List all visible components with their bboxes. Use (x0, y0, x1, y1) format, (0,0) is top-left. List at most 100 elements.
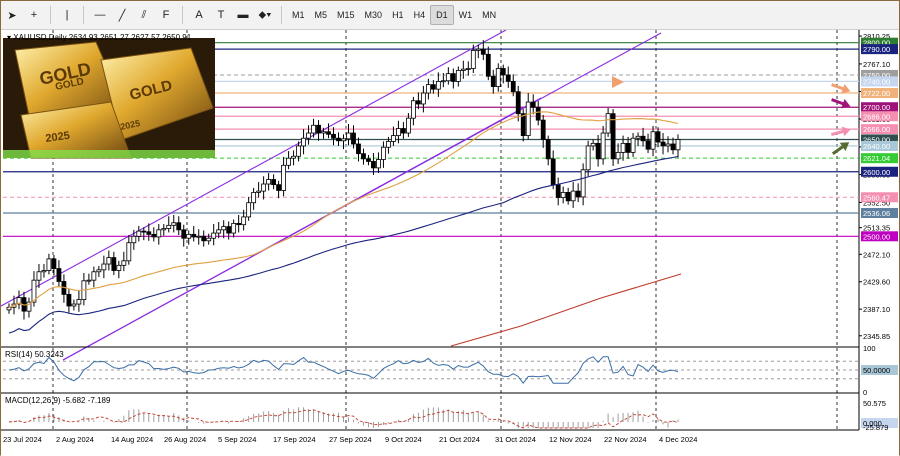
level-price-tag-label: 2722.00 (863, 89, 890, 98)
candle-body (196, 235, 202, 238)
vertical-line-tool-button[interactable]: | (56, 4, 78, 26)
level-price-tag[interactable] (861, 69, 898, 80)
rsi-label: RSI(14) 50.3243 (5, 350, 64, 359)
candle-body (371, 161, 376, 169)
crosshair-tool-button[interactable]: + (23, 4, 45, 26)
candles (6, 40, 681, 320)
timeframe-w1-button[interactable]: W1 (458, 10, 473, 20)
timeframe-m5-button[interactable]: M5 (314, 10, 328, 20)
date-label: 26 Aug 2024 (164, 435, 206, 444)
level-price-tag[interactable] (861, 140, 898, 151)
candle-body (221, 226, 227, 231)
crosshair-icon: + (30, 9, 38, 21)
candle-body (460, 68, 466, 71)
timeframe-h4-button[interactable]: H4 (413, 10, 426, 20)
date-label: 5 Sep 2024 (218, 435, 256, 444)
date-label: 31 Oct 2024 (495, 435, 536, 444)
level-price-tag[interactable] (861, 102, 898, 113)
macd-scale-label: -25.879 (863, 423, 888, 432)
rsi-line[interactable] (8, 356, 679, 385)
horizontal-line-tool-button[interactable]: — (89, 4, 111, 26)
toolbar-separator (50, 6, 51, 24)
candle-body (540, 119, 546, 140)
candle-body (525, 101, 531, 137)
level-price-tag[interactable] (861, 208, 898, 219)
candle-body (331, 133, 336, 139)
gold-bar-engraving: 2025 (45, 130, 71, 145)
moving-average-100[interactable] (8, 155, 679, 334)
shapes-menu-icon: ⬥▾ (258, 8, 272, 21)
date-label: 4 Dec 2024 (659, 435, 697, 444)
candle-body (71, 303, 77, 307)
candle-body (286, 157, 291, 166)
cursor-tool-button[interactable]: ➤ (1, 4, 23, 26)
candle-body (86, 279, 92, 282)
moving-average-200[interactable] (450, 273, 682, 347)
candle-body (211, 232, 217, 239)
level-price-tag[interactable] (861, 88, 898, 99)
symbol-header: ▾ XAUUSD,Daily 2634.93 2651.27 2627.57 2… (7, 33, 192, 42)
level-price-tag[interactable] (861, 44, 898, 55)
candle-body (26, 301, 32, 312)
candle-body (96, 269, 102, 273)
candle-body (391, 135, 396, 142)
text-label-icon: T (217, 9, 225, 21)
moving-average-50[interactable] (8, 111, 679, 308)
candle-body (136, 230, 142, 237)
text-tool-button[interactable]: A (188, 4, 210, 26)
candle-body (406, 117, 411, 134)
date-label: 27 Sep 2024 (329, 435, 372, 444)
rectangle-tool-button[interactable]: ▬ (232, 4, 254, 26)
price-label: 2552.50 (863, 198, 890, 207)
candle-body (246, 202, 252, 218)
fibonacci-tool-button[interactable]: F (155, 4, 177, 26)
level-price-tag[interactable] (861, 124, 898, 135)
candle-body (51, 258, 57, 269)
rsi-scale-label: 0 (863, 388, 867, 397)
level-price-tag-label: 2536.06 (863, 209, 890, 218)
price-label: 2345.85 (863, 332, 890, 341)
candle-body (366, 158, 371, 162)
timeframe-m1-button[interactable]: M1 (292, 10, 305, 20)
level-price-tag[interactable] (861, 111, 898, 122)
projection-arrow-magenta[interactable] (830, 95, 852, 111)
timeframe-m30-button[interactable]: M30 (364, 10, 383, 20)
candle-body (560, 192, 566, 198)
candle-body (520, 113, 526, 137)
timeframe-d1-button[interactable]: D1 (430, 5, 454, 25)
channel-line-lower[interactable] (62, 97, 542, 361)
timeframe-mn-button[interactable]: MN (482, 10, 497, 20)
candle-body (276, 184, 281, 191)
level-price-tag[interactable] (861, 37, 898, 48)
shapes-menu-tool-button[interactable]: ⬥▾ (254, 4, 276, 26)
rsi-value-tag (861, 365, 898, 375)
equidistant-channel-tool-button[interactable]: ⫽ (133, 4, 155, 26)
level-price-tag[interactable] (861, 166, 898, 177)
candle-body (500, 68, 506, 76)
level-price-tag[interactable] (861, 231, 898, 242)
rectangle-icon: ▬ (237, 9, 249, 21)
trendline-tool-button[interactable]: ╱ (111, 4, 133, 26)
candle-body (351, 132, 356, 145)
price-label: 2472.10 (863, 250, 890, 259)
macd-signal-line[interactable] (8, 409, 679, 429)
level-price-tag[interactable] (861, 76, 898, 87)
projection-arrow-orange[interactable] (612, 76, 624, 88)
level-price-tag[interactable] (861, 153, 898, 164)
channel-line-upper[interactable] (1, 30, 507, 307)
candle-body (650, 131, 656, 150)
level-price-tag-label: 2560.47 (863, 193, 890, 202)
timeframe-m15-button[interactable]: M15 (337, 10, 355, 20)
projection-arrow-pink[interactable] (830, 125, 852, 140)
projection-arrow-olive[interactable] (830, 138, 852, 158)
level-price-tag[interactable] (861, 134, 898, 145)
level-price-tag[interactable] (861, 192, 898, 203)
text-label-tool-button[interactable]: T (210, 4, 232, 26)
candle-body (146, 231, 152, 235)
candle-body (151, 233, 157, 238)
candle-body (106, 257, 112, 265)
timeframe-h1-button[interactable]: H1 (392, 10, 404, 20)
projection-arrow-orange-right[interactable] (830, 80, 852, 96)
rsi-scale-label: 50.0000 (863, 366, 890, 375)
